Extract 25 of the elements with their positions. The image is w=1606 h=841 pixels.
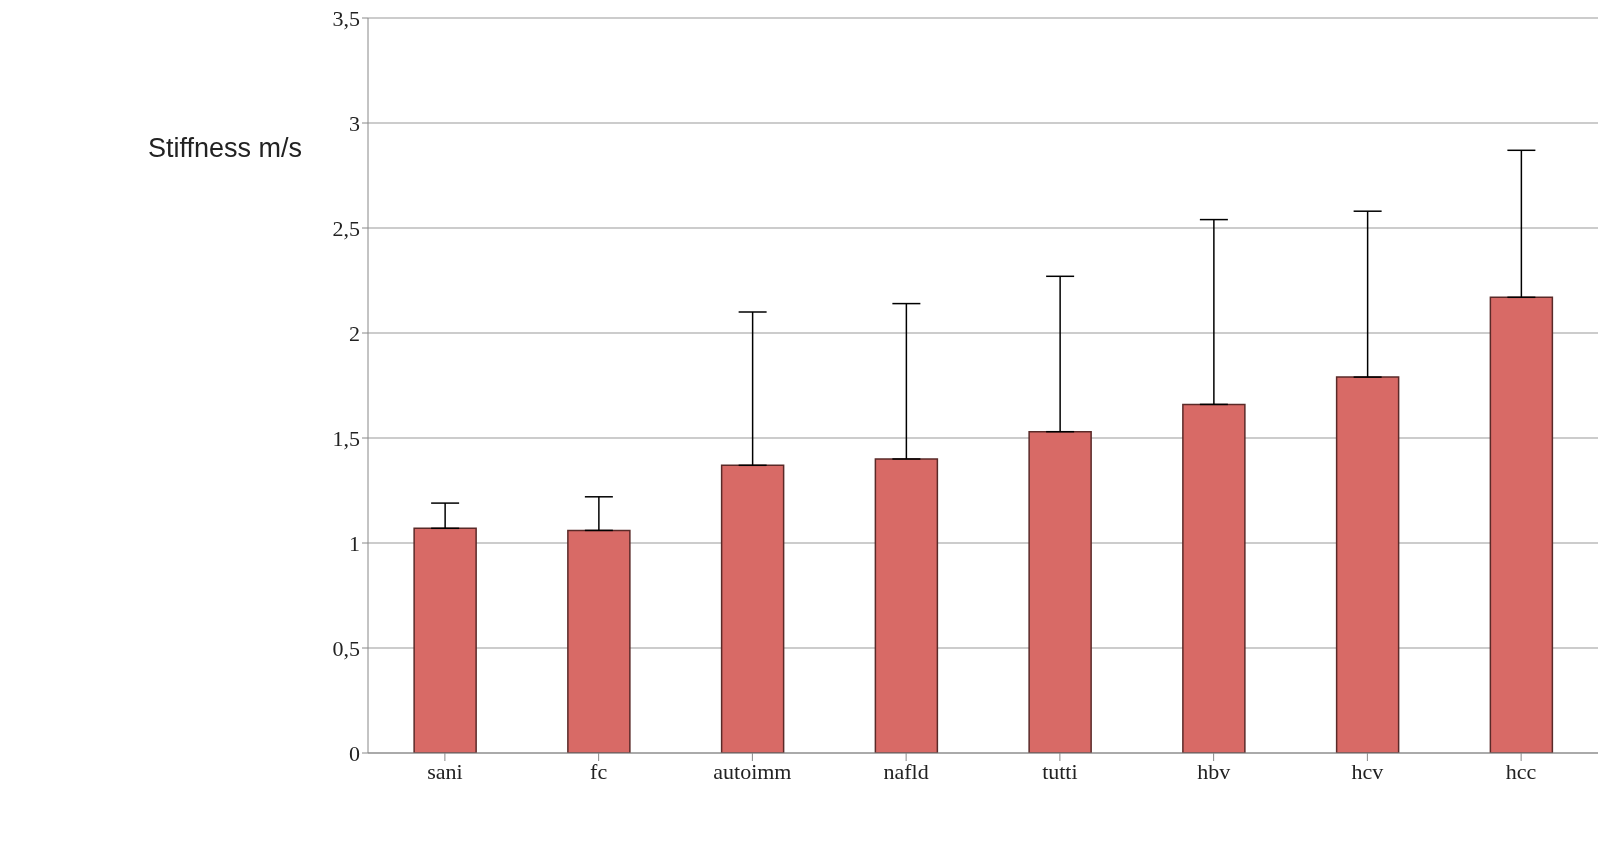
y-tick-label: 0 [349,740,360,766]
x-tick-label: hcv [1351,758,1384,784]
y-tick-label: 2,5 [332,215,360,241]
y-axis-title: Stiffness m/s [148,133,303,164]
y-tick-label: 0,5 [332,635,360,661]
bar [1182,403,1246,753]
bar [720,464,785,753]
bar [1028,430,1092,753]
bar [874,458,939,753]
bar [567,529,631,753]
y-tick-label: 3 [349,110,360,136]
bar [1489,296,1554,753]
y-tick-label: 2 [349,320,360,346]
x-tick-label: fc [590,758,608,784]
x-tick-label: hcc [1505,758,1537,784]
x-tick-label: hbv [1197,758,1231,784]
y-tick-label: 1,5 [332,425,360,451]
y-tick-label: 3,5 [332,5,360,31]
x-tick-label: tutti [1042,758,1078,784]
x-tick-label: autoimm [713,758,792,784]
x-tick-label: nafld [883,758,929,784]
bar [1335,376,1400,753]
x-tick-label: sani [427,758,463,784]
y-tick-label: 1 [349,530,360,556]
bar [413,527,477,753]
